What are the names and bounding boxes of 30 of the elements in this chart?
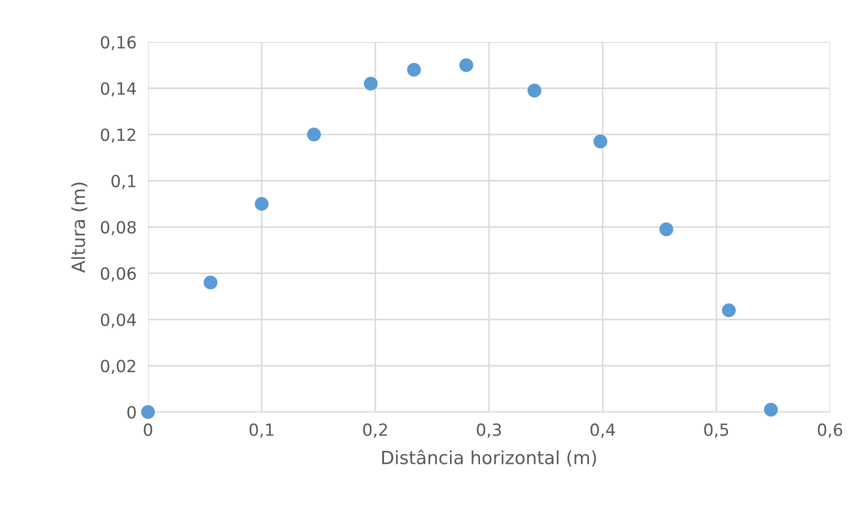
y-tick-label: 0,14 (100, 82, 136, 97)
y-tick-label: 0,1 (111, 174, 136, 190)
point (593, 134, 608, 148)
point (141, 405, 155, 419)
y-tick-label: 0,08 (100, 220, 136, 236)
point (407, 62, 421, 77)
y-tick-label: 0,04 (100, 313, 136, 328)
x-axis-title: Distância horizontal (m) (382, 450, 596, 466)
x-tick-label: 0,6 (818, 423, 842, 438)
point (528, 84, 542, 98)
point (722, 303, 736, 318)
x-tick-label: 0 (144, 423, 152, 436)
point (307, 128, 321, 142)
point (364, 76, 378, 91)
point (254, 196, 269, 211)
x-tick-label: 0,1 (250, 423, 274, 438)
y-tick-label: 0,02 (100, 360, 136, 374)
y-tick-label: 0,06 (100, 267, 136, 282)
x-tick-label: 0,3 (476, 423, 501, 438)
point (764, 402, 778, 417)
point (459, 58, 474, 72)
x-tick-label: 0,4 (590, 423, 615, 438)
y-tick-label: 0 (127, 406, 136, 419)
x-tick-label: 0,2 (363, 423, 387, 438)
point (204, 276, 218, 290)
x-tick-label: 0,5 (704, 423, 728, 438)
y-tick-label: 0,16 (100, 36, 136, 50)
y-tick-label: 0,12 (100, 128, 136, 143)
point (659, 222, 674, 236)
y-axis-title: Altura (m) (71, 182, 88, 273)
